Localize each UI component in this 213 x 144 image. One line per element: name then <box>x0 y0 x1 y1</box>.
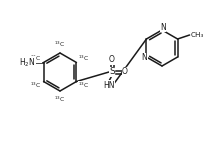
Text: S: S <box>109 68 115 76</box>
Text: $^{13}$C: $^{13}$C <box>30 54 42 63</box>
Text: H$_2$N: H$_2$N <box>19 56 36 69</box>
Text: $^{13}$C: $^{13}$C <box>78 54 89 63</box>
Text: CH₃: CH₃ <box>191 32 204 38</box>
Text: N: N <box>160 22 166 32</box>
Text: HN: HN <box>103 80 115 90</box>
Text: O: O <box>109 55 115 65</box>
Text: $^{13}$C: $^{13}$C <box>78 81 89 90</box>
Text: O: O <box>122 68 128 76</box>
Text: $^{13}$C: $^{13}$C <box>54 40 66 49</box>
Text: N: N <box>141 54 147 62</box>
Text: $^{13}$C: $^{13}$C <box>30 81 42 90</box>
Text: $^{13}$C: $^{13}$C <box>54 95 66 104</box>
